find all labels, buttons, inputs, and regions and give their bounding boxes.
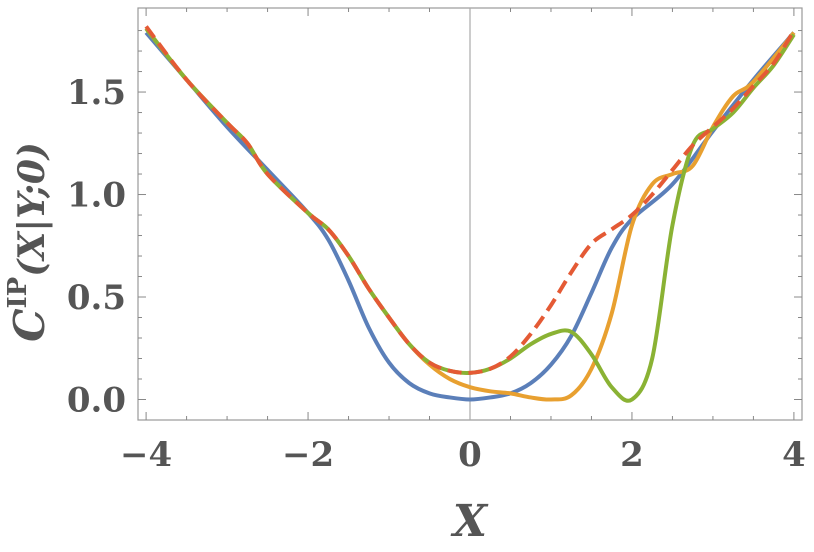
- x-tick-label: 4: [782, 435, 806, 475]
- series-lines: [144, 25, 796, 403]
- y-tick-label: 0.5: [67, 278, 126, 318]
- y-axis-label-argument: (X|Y;0): [11, 142, 53, 277]
- x-tick-label: 0: [458, 435, 482, 475]
- y-tick-label: 0.0: [67, 381, 126, 421]
- axis-ticks: [138, 8, 802, 420]
- tick-labels: −4 −2 0 2 4 0.0 0.5 1.0 1.5: [67, 73, 806, 475]
- y-axis-label-superscript: IP: [3, 277, 33, 309]
- svg-text:CIP(X|Y;0): CIP(X|Y;0): [3, 142, 54, 342]
- x-tick-label: −4: [120, 435, 172, 475]
- y-tick-label: 1.0: [67, 176, 126, 216]
- series-red-dashed-line: [144, 25, 796, 375]
- x-axis-label: X: [450, 496, 489, 547]
- y-tick-label: 1.5: [67, 73, 126, 113]
- y-axis-label-main: C: [5, 308, 54, 342]
- x-tick-label: −2: [282, 435, 334, 475]
- x-tick-label: 2: [620, 435, 644, 475]
- y-axis-label: CIP(X|Y;0): [3, 142, 54, 342]
